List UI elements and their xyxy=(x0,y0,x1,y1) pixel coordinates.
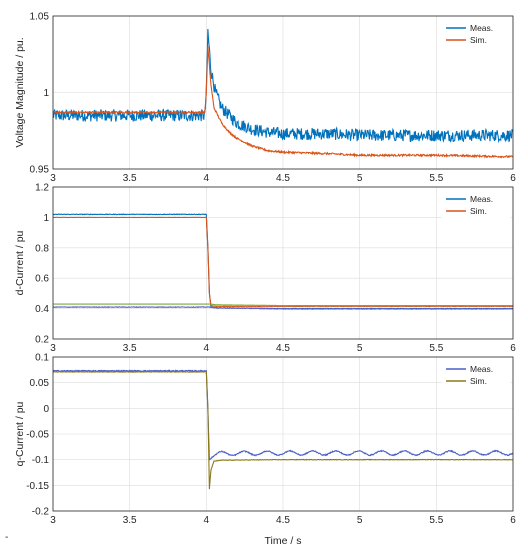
x-tick-label: 5 xyxy=(357,515,363,526)
y-tick-label: 0 xyxy=(43,404,49,415)
y-tick-label: 0.6 xyxy=(35,274,49,285)
x-tick-label: 5.5 xyxy=(429,343,443,354)
series-line-sim xyxy=(53,216,513,308)
x-tick-label: 3.5 xyxy=(123,343,137,354)
y-tick-label: 0.8 xyxy=(35,243,49,254)
legend: Meas. Sim. xyxy=(441,189,511,223)
series-line-extra2 xyxy=(53,303,513,307)
legend-label: Meas. xyxy=(470,23,493,33)
series-line-extra3 xyxy=(53,306,513,310)
series-line-sim xyxy=(53,46,513,159)
plot-frame xyxy=(52,356,514,512)
plot-frame xyxy=(52,15,514,170)
y-tick-label: 1 xyxy=(43,88,49,99)
y-tick-label: 0.95 xyxy=(30,165,50,176)
legend-label: Meas. xyxy=(470,364,493,374)
x-tick-label: 5 xyxy=(357,343,363,354)
x-tick-label: 3.5 xyxy=(123,173,137,184)
x-axis-label: Time / s xyxy=(265,535,302,547)
x-tick-label: 4.5 xyxy=(276,343,290,354)
series-line-meas xyxy=(53,369,513,462)
y-tick-label: 1.2 xyxy=(35,183,49,194)
x-tick-label: 6 xyxy=(510,343,516,354)
x-tick-label: 5.5 xyxy=(429,173,443,184)
y-axis-label: Voltage Magnitude / pu. xyxy=(14,37,26,147)
x-tick-label: 3 xyxy=(50,343,56,354)
plot-frame xyxy=(52,186,514,340)
x-tick-label: 3 xyxy=(50,515,56,526)
x-tick-label: 4 xyxy=(204,173,210,184)
x-tick-label: 3.5 xyxy=(123,515,137,526)
y-tick-label: 0.1 xyxy=(35,353,49,364)
legend: Meas. Sim. xyxy=(441,18,511,52)
legend: Meas. Sim. xyxy=(441,359,511,393)
legend-label: Meas. xyxy=(470,194,493,204)
voltage-magnitude-plot: 3 3.5 4 4.5 5 5.5 6 0.95 1 1.05 Voltage Magnitude … xyxy=(14,12,516,185)
x-tick-label: 4.5 xyxy=(276,173,290,184)
y-tick-label: 0.4 xyxy=(35,304,49,315)
d-current-plot: 3 3.5 4 4.5 5 5.5 6 0.2 0.4 0.6 0.8 1 1.2 d-Current /… xyxy=(14,183,516,355)
x-tick-label: 5.5 xyxy=(429,515,443,526)
y-tick-label: 1 xyxy=(43,213,49,224)
y-tick-label: -0.2 xyxy=(32,507,50,518)
y-axis-label: q-Current / pu xyxy=(14,401,26,466)
x-tick-label: 5 xyxy=(357,173,363,184)
legend-label: Sim. xyxy=(470,35,487,45)
y-tick-label: -0.1 xyxy=(32,455,50,466)
x-tick-label: 6 xyxy=(510,173,516,184)
footnote-mark: - xyxy=(5,532,8,543)
y-tick-label: -0.05 xyxy=(26,430,49,441)
y-axis-label: d-Current / pu xyxy=(14,230,26,295)
y-tick-label: 0.05 xyxy=(30,378,50,389)
q-current-plot: 3 3.5 4 4.5 5 5.5 6 -0.2 -0.15 -0.1 -0.05 0 0.05 0.1 q… xyxy=(14,353,516,548)
x-tick-label: 3 xyxy=(50,173,56,184)
y-tick-label: 1.05 xyxy=(30,12,50,23)
legend-label: Sim. xyxy=(470,376,487,386)
x-tick-label: 6 xyxy=(510,515,516,526)
x-tick-label: 4 xyxy=(204,343,210,354)
x-tick-label: 4.5 xyxy=(276,515,290,526)
x-tick-label: 4 xyxy=(204,515,210,526)
series-line-sim xyxy=(53,370,513,490)
legend-label: Sim. xyxy=(470,206,487,216)
y-tick-label: 0.2 xyxy=(35,335,49,346)
y-tick-label: -0.15 xyxy=(26,481,49,492)
